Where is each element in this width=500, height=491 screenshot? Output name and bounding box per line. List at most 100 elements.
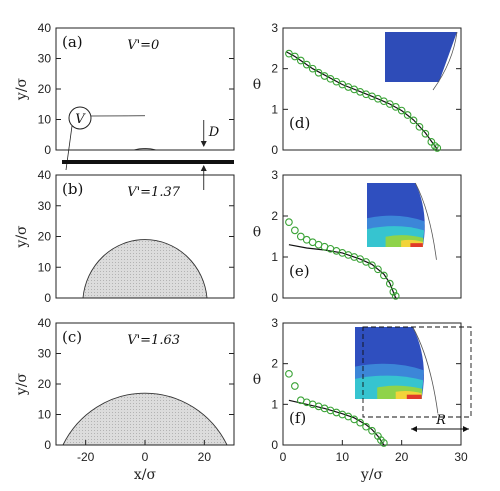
droplet-b	[82, 239, 208, 299]
data-point-f	[350, 415, 359, 424]
data-point-f	[344, 412, 353, 421]
data-point-d	[308, 64, 317, 73]
data-point-d	[320, 72, 329, 80]
y-tick-label-b: 10	[38, 260, 52, 274]
data-point-e	[391, 292, 400, 300]
x-axis-label-f: y/σ	[360, 467, 384, 483]
data-point-f	[285, 369, 293, 378]
y-tick-label-a: 10	[38, 113, 52, 127]
data-point-e	[356, 255, 364, 263]
y-tick-label-f: 3	[271, 316, 278, 330]
y-tick-label-f: 2	[271, 357, 278, 371]
bubble-label: V	[75, 112, 86, 127]
y-tick-label-e: 2	[271, 209, 278, 223]
inset-interface-d	[432, 31, 458, 91]
inset-field-d	[385, 32, 457, 82]
inset-band-5-f	[406, 394, 422, 399]
inset-band-5-e	[410, 243, 423, 247]
data-point-f	[356, 418, 364, 427]
data-point-e	[296, 232, 305, 241]
data-point-d	[291, 52, 299, 61]
inset-interface-e	[415, 182, 437, 260]
y-axis-label-c: y/σ	[14, 372, 30, 396]
fit-line-d	[285, 51, 438, 150]
x-tick-label-f: 0	[280, 450, 287, 464]
data-point-d	[385, 100, 394, 108]
inset-map-d	[385, 31, 458, 91]
data-point-e	[374, 265, 382, 274]
panel-label-e: (e)	[289, 262, 310, 280]
panel-e: 0 1 2 3 θ (e)	[253, 168, 462, 305]
data-point-e	[389, 288, 398, 296]
panel-label-c: (c)	[62, 328, 82, 346]
data-point-d	[296, 56, 305, 65]
data-point-e	[385, 279, 394, 288]
y-tick-label-b: 40	[38, 168, 52, 182]
bubble-circle	[68, 106, 92, 130]
data-point-d	[421, 129, 430, 138]
x-tick-label-f: 30	[454, 450, 468, 464]
data-point-d	[314, 68, 323, 77]
data-point-e	[368, 261, 376, 270]
droplet-c	[62, 392, 228, 446]
data-point-d	[433, 144, 442, 152]
condition-label-a: V'=0	[127, 38, 159, 53]
panel-label-a: (a)	[62, 33, 83, 51]
y-tick-label-a: 40	[38, 21, 52, 35]
y-axis-label-b: y/σ	[14, 225, 30, 249]
data-point-d	[302, 60, 311, 69]
x-tick-label-f: 20	[395, 450, 409, 464]
span-arrow-head-left	[411, 426, 417, 432]
y-tick-label-b: 30	[38, 199, 52, 213]
y-tick-label-c: 40	[38, 316, 52, 330]
span-arrow-head-right	[463, 426, 469, 432]
panel-d: 0 1 2 3 θ (d)	[253, 21, 462, 157]
inset-map-e	[367, 182, 437, 260]
substrate-bar	[62, 160, 234, 164]
data-point-d	[403, 111, 412, 119]
data-point-f	[362, 422, 370, 431]
y-tick-label-d: 1	[271, 102, 278, 116]
y-axis-label-f: θ	[253, 372, 261, 388]
y-axis-label-e: θ	[253, 225, 261, 241]
x-tick-label-c: 0	[142, 450, 149, 464]
data-point-d	[409, 116, 418, 125]
y-tick-label-a: 30	[38, 52, 52, 66]
y-tick-label-c: 10	[38, 408, 52, 422]
data-point-d	[285, 49, 293, 58]
data-point-e	[362, 258, 370, 266]
panel-a: 0 10 20 30 40 y/σ (a) V'=0 V D	[14, 21, 235, 190]
plot-frame-e	[282, 174, 462, 299]
y-tick-label-a: 0	[44, 143, 51, 157]
data-point-e	[380, 271, 388, 280]
y-tick-label-c: 0	[44, 438, 51, 452]
fit-line-e	[288, 244, 397, 299]
data-point-f	[368, 426, 376, 435]
data-point-d	[415, 122, 424, 131]
y-tick-label-d: 2	[271, 62, 278, 76]
condition-label-b: V'=1.37	[127, 185, 181, 200]
y-tick-label-c: 30	[38, 347, 52, 361]
data-point-d	[391, 103, 400, 111]
gap-arrow-head-top	[200, 141, 207, 147]
panel-label-f: (f)	[289, 409, 306, 427]
inset-map-f: R	[355, 326, 472, 432]
inset-dashed-box	[362, 326, 472, 418]
y-tick-label-e: 1	[271, 250, 278, 264]
y-tick-label-c: 20	[38, 377, 52, 391]
plot-frame-f	[282, 322, 462, 446]
y-tick-label-b: 20	[38, 230, 52, 244]
condition-label-c: V'=1.63	[127, 333, 180, 348]
gap-label: D	[208, 125, 220, 140]
gap-arrow-head-bottom	[200, 165, 207, 171]
y-tick-label-d: 3	[271, 21, 278, 35]
y-tick-label-a: 20	[38, 82, 52, 96]
panel-label-b: (b)	[62, 180, 83, 198]
y-tick-label-b: 0	[44, 291, 51, 305]
panel-b: 0 10 20 30 40 y/σ (b) V'=1.37	[14, 168, 235, 305]
data-point-d	[332, 77, 341, 86]
inset-interface-f	[412, 326, 439, 414]
